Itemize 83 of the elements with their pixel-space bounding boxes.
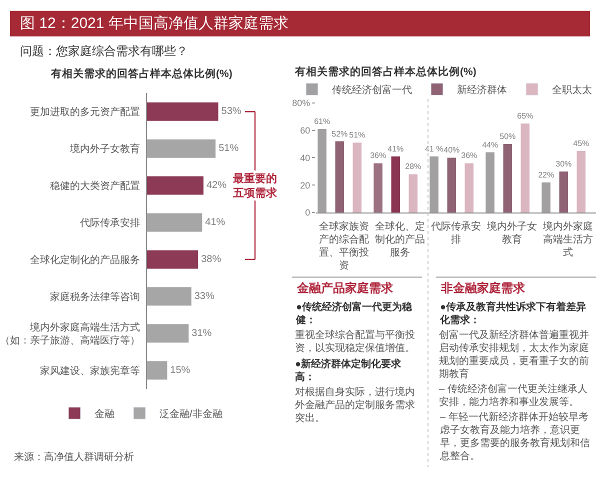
legend-label: 金融 — [94, 408, 114, 420]
y-tick-label: 60 — [300, 125, 310, 136]
y-tick-label: 稳健的大类资产配置 — [50, 180, 140, 192]
bar — [352, 142, 362, 213]
data-label: 51% — [218, 143, 239, 154]
bar — [147, 361, 168, 380]
data-label: 41% — [205, 216, 226, 228]
text: ●传统经济创富一代更为稳健： — [295, 301, 414, 326]
data-label: 42% — [206, 180, 227, 192]
bar — [147, 176, 204, 195]
data-label: 51% — [349, 130, 366, 140]
bar — [147, 287, 192, 306]
data-label: 40% — [444, 146, 460, 155]
data-label: 41% — [388, 144, 404, 154]
text: – 年轻一代新经济群体开始较早考虑子女教育及能力培养，意识更早，更多需要的服务教育规划和信息整合。 — [439, 411, 590, 462]
text: 金融产品家庭需求 — [296, 281, 394, 295]
bar — [147, 139, 216, 158]
bar — [374, 163, 382, 213]
bar — [520, 123, 530, 213]
legend-label: 泛金融/非金融 — [160, 408, 222, 420]
data-label: 53% — [221, 106, 242, 118]
y-tick-label: 境内外家庭高端生活方式（如：亲子旅游、高端医疗等） — [0, 321, 140, 346]
bar — [576, 150, 586, 213]
data-label: 31% — [192, 328, 212, 339]
text: 图 12：2021 年中国高净值人群家庭需求 — [20, 15, 288, 32]
text: 问题：您家庭综合需求有哪些？ — [20, 44, 188, 58]
data-label: 45% — [573, 138, 590, 148]
data-label: 15% — [170, 364, 190, 376]
source-note: 来源：高净值人群调研分析 — [14, 451, 134, 463]
data-label: 22% — [538, 170, 554, 180]
x-tick-label: 境内外子女教育 — [486, 220, 537, 246]
text: ●新经济群体定制化要求高： — [295, 358, 402, 383]
bar — [542, 182, 550, 213]
bar — [147, 250, 198, 269]
bar — [147, 213, 202, 232]
text: 对根据自身实际，进行境内外金融产品的定制服务需求突出。 — [295, 386, 415, 424]
text: – 传统经济创富一代更关注继承人安排，能力培养和事业发展等。 — [439, 383, 588, 408]
bar — [447, 158, 456, 213]
y-tick-label: 0 — [305, 208, 310, 218]
text: 非金融家庭需求 — [440, 281, 526, 295]
y-tick-label: 80% — [292, 98, 310, 108]
legend-label: 传统经济创富一代 — [332, 84, 412, 96]
y-tick-label: 家庭税务法律等咨询 — [50, 290, 140, 303]
bar — [147, 102, 218, 121]
text: ●传承及教育共性诉求下有着差异化需求： — [439, 301, 586, 326]
bar — [503, 144, 512, 213]
data-label: 61% — [314, 116, 330, 126]
bar — [464, 163, 474, 213]
chart-title: 有相关需求的回答占样本总体比例(%) — [50, 67, 232, 80]
data-label: 28% — [405, 162, 422, 172]
y-tick-label: 40 — [300, 152, 310, 163]
chart-title: 有相关需求的回答占样本总体比例(%) — [294, 65, 476, 78]
y-tick-label: 家风建设、家族宪章等 — [40, 364, 140, 377]
data-label: 36% — [370, 151, 386, 160]
y-tick-label: 20 — [300, 180, 310, 190]
y-tick-label: 全球化定制化的产品服务 — [30, 254, 140, 266]
data-label: 44% — [482, 140, 498, 150]
x-tick-label: 全球家族资产的综合配置、平衡投资 — [319, 220, 369, 272]
y-tick-label: 境内外子女教育 — [69, 143, 140, 156]
y-tick-label: 更加进取的多元资产配置 — [30, 106, 140, 118]
bar — [147, 324, 189, 343]
legend-label: 新经济群体 — [457, 84, 507, 96]
data-label: 50% — [500, 132, 516, 142]
text: 重视全球综合配置与平衡投资，以实现稳定保值增值。 — [295, 329, 415, 354]
legend-label: 全职太太 — [552, 84, 592, 96]
data-label: 30% — [556, 159, 572, 168]
bar — [559, 171, 568, 213]
text: 最重要的五项需求 — [232, 172, 278, 200]
bar — [391, 156, 400, 213]
data-label: 65% — [517, 111, 534, 120]
x-tick-label: 境内外家庭高端生活方式 — [542, 220, 593, 259]
bar — [318, 128, 326, 213]
data-label: 36% — [461, 151, 478, 160]
data-label: 38% — [201, 254, 222, 265]
data-label: 52% — [332, 129, 348, 138]
bar — [335, 141, 344, 213]
text: 创富一代及新经济群体普遍重视并启动传承安排规划，太太作为家庭规划的重要成员，更看重子女的前期教育 — [439, 329, 589, 380]
bar — [486, 152, 494, 213]
bar — [408, 174, 418, 213]
x-tick-label: 全球化、定制化的产品服务 — [375, 220, 425, 259]
bar — [430, 156, 438, 213]
x-tick-label: 代际传承安排 — [430, 220, 481, 246]
data-label: 33% — [194, 290, 214, 302]
